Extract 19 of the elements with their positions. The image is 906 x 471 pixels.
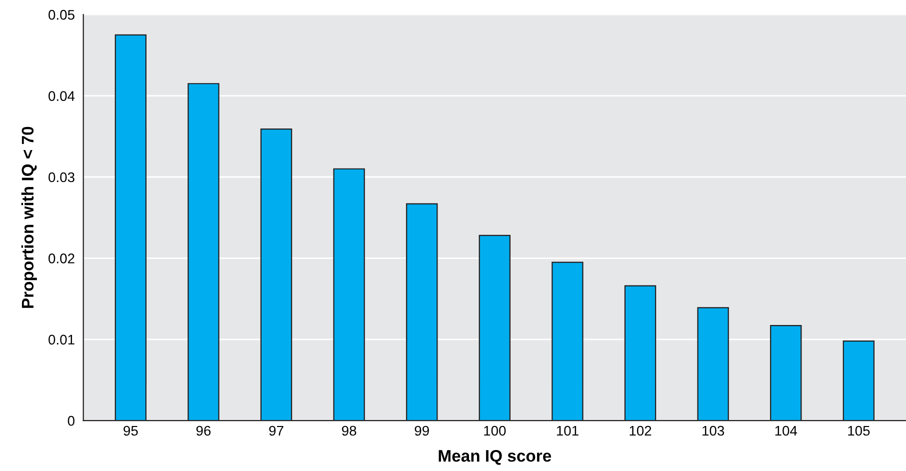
y-tick-label: 0.01 bbox=[48, 334, 74, 345]
y-tick-label: 0.02 bbox=[48, 254, 74, 264]
x-tick-label: 97 bbox=[269, 426, 284, 436]
x-axis-title: Mean IQ score bbox=[438, 450, 552, 465]
y-tick-label: 0.03 bbox=[48, 172, 74, 182]
x-tick-label: 95 bbox=[124, 426, 138, 436]
y-tick-label: 0 bbox=[68, 416, 74, 426]
x-tick-label: 98 bbox=[342, 426, 356, 436]
x-tick-label: 100 bbox=[484, 426, 506, 436]
x-tick-label: 96 bbox=[196, 426, 211, 436]
x-tick-label: 99 bbox=[414, 426, 429, 436]
x-tick-label: 101 bbox=[556, 426, 578, 436]
y-tick-label: 0.05 bbox=[48, 10, 74, 20]
y-tick-label: 0.04 bbox=[48, 91, 75, 101]
x-tick-label: 105 bbox=[848, 426, 870, 436]
x-tick-label: 102 bbox=[630, 426, 652, 436]
x-tick-label: 104 bbox=[775, 426, 798, 436]
y-axis-title: Proportion with IQ < 70 bbox=[21, 126, 37, 308]
x-tick-label: 103 bbox=[702, 426, 724, 436]
